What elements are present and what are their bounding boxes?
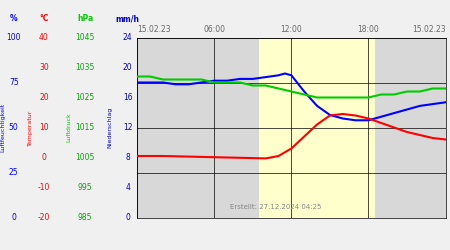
Text: 0: 0: [11, 213, 16, 222]
Text: 0: 0: [41, 153, 46, 162]
Text: 100: 100: [6, 33, 21, 42]
Text: 0: 0: [125, 213, 130, 222]
Text: 4: 4: [125, 183, 130, 192]
Text: 1005: 1005: [76, 153, 95, 162]
Text: 1035: 1035: [76, 63, 95, 72]
Text: 12: 12: [123, 123, 132, 132]
Text: hPa: hPa: [77, 14, 93, 23]
Text: 24: 24: [123, 33, 132, 42]
Text: Luftdruck: Luftdruck: [66, 112, 71, 142]
Text: 995: 995: [78, 183, 92, 192]
Text: mm/h: mm/h: [116, 14, 140, 23]
Text: 1025: 1025: [76, 93, 94, 102]
Text: 20: 20: [123, 63, 132, 72]
Text: 25: 25: [9, 168, 18, 177]
Bar: [375, 38, 446, 218]
Text: -20: -20: [38, 213, 50, 222]
Text: 18:00: 18:00: [358, 25, 379, 34]
Text: Temperatur: Temperatur: [28, 109, 33, 146]
Text: 1045: 1045: [76, 33, 95, 42]
Text: %: %: [10, 14, 18, 23]
Text: -10: -10: [38, 183, 50, 192]
Text: 50: 50: [9, 123, 18, 132]
Text: 985: 985: [78, 213, 92, 222]
Text: Erstellt: 27.12.2024 04:25: Erstellt: 27.12.2024 04:25: [230, 204, 322, 210]
Text: 16: 16: [123, 93, 132, 102]
Text: °C: °C: [39, 14, 49, 23]
Text: 20: 20: [39, 93, 49, 102]
Text: Luftfeuchtigkeit: Luftfeuchtigkeit: [0, 103, 5, 152]
Text: 40: 40: [39, 33, 49, 42]
Text: 30: 30: [39, 63, 49, 72]
Text: 75: 75: [9, 78, 18, 87]
Bar: [137, 38, 259, 218]
Text: 1015: 1015: [76, 123, 94, 132]
Text: 10: 10: [39, 123, 49, 132]
Text: 15.02.23: 15.02.23: [137, 25, 171, 34]
Bar: [259, 38, 375, 218]
Text: 12:00: 12:00: [280, 25, 302, 34]
Text: 8: 8: [125, 153, 130, 162]
Text: Niederschlag: Niederschlag: [107, 107, 112, 148]
Text: 15.02.23: 15.02.23: [412, 25, 446, 34]
Text: 06:00: 06:00: [203, 25, 225, 34]
